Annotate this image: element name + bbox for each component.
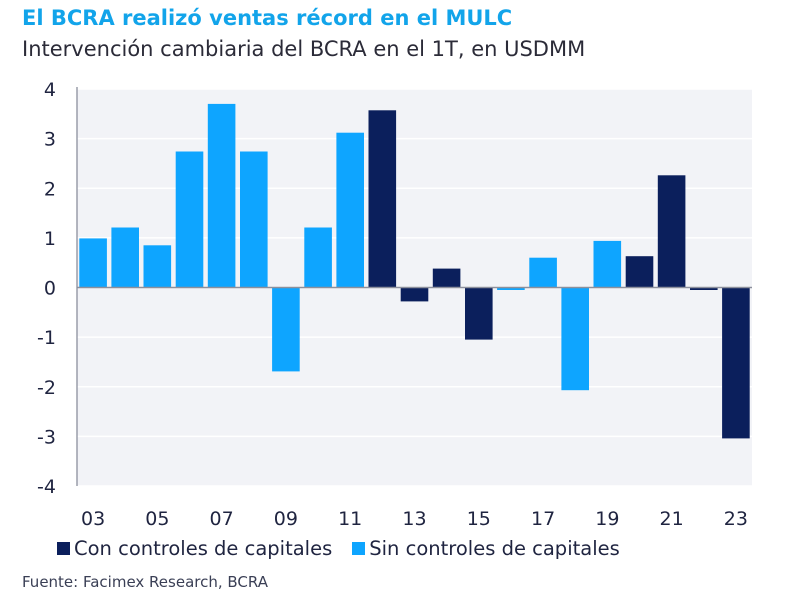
x-axis-ticks: 03 05 07 09 11 13 15 17 19 21 23: [81, 508, 748, 530]
x-tick-label: 13: [402, 508, 426, 530]
x-tick-label: 11: [338, 508, 362, 530]
y-tick-label: -4: [37, 476, 56, 498]
y-tick-label: 4: [44, 79, 56, 101]
bar-14: [432, 268, 461, 288]
y-tick-label: -2: [37, 377, 56, 399]
y-tick-label: 0: [44, 278, 56, 300]
legend-item-sin-controles: Sin controles de capitales: [352, 537, 620, 560]
y-tick-label: 3: [44, 129, 56, 151]
bar-15: [465, 287, 493, 340]
x-tick-label: 09: [274, 508, 298, 530]
bar-03: [79, 238, 107, 288]
bar-04: [111, 227, 139, 288]
legend-swatch-sin: [352, 542, 366, 555]
bar-09: [272, 287, 300, 372]
bar-17: [529, 257, 557, 288]
y-tick-label: 1: [44, 228, 56, 250]
bar-23: [722, 287, 750, 439]
bar-22: [690, 287, 718, 290]
bar-21: [657, 175, 686, 288]
x-tick-label: 15: [467, 508, 491, 530]
y-tick-label: -1: [37, 327, 56, 349]
x-tick-label: 21: [660, 508, 684, 530]
bar-06: [175, 151, 204, 288]
x-tick-label: 19: [595, 508, 619, 530]
bar-08: [240, 151, 268, 288]
bar-13: [400, 287, 429, 302]
y-tick-label: 2: [44, 178, 56, 200]
legend-label-con: Con controles de capitales: [74, 537, 333, 560]
bar-11: [336, 132, 364, 288]
x-tick-label: 03: [81, 508, 105, 530]
x-tick-label: 07: [210, 508, 234, 530]
chart-subtitle: Intervención cambiaria del BCRA en el 1T…: [22, 37, 586, 61]
legend-item-con-controles: Con controles de capitales: [57, 537, 332, 560]
bar-07: [207, 103, 236, 288]
legend: Con controles de capitales Sin controles…: [57, 537, 640, 560]
x-tick-label: 23: [724, 508, 748, 530]
legend-label-sin: Sin controles de capitales: [369, 537, 620, 560]
chart-title: El BCRA realizó ventas récord en el MULC: [22, 6, 513, 30]
legend-swatch-con: [57, 542, 70, 555]
y-axis-ticks: 4 3 2 1 0 -1 -2 -3 -4: [37, 79, 56, 498]
source-note: Fuente: Facimex Research, BCRA: [22, 573, 268, 591]
bar-20: [625, 256, 654, 288]
bar-18: [561, 287, 589, 391]
x-tick-label: 05: [145, 508, 169, 530]
bars: [79, 103, 750, 439]
bar-05: [143, 245, 172, 288]
bar-16: [497, 287, 525, 290]
x-tick-label: 17: [531, 508, 555, 530]
bar-12: [368, 110, 397, 288]
bar-19: [593, 240, 622, 288]
y-tick-label: -3: [37, 426, 56, 448]
bar-10: [304, 227, 332, 288]
